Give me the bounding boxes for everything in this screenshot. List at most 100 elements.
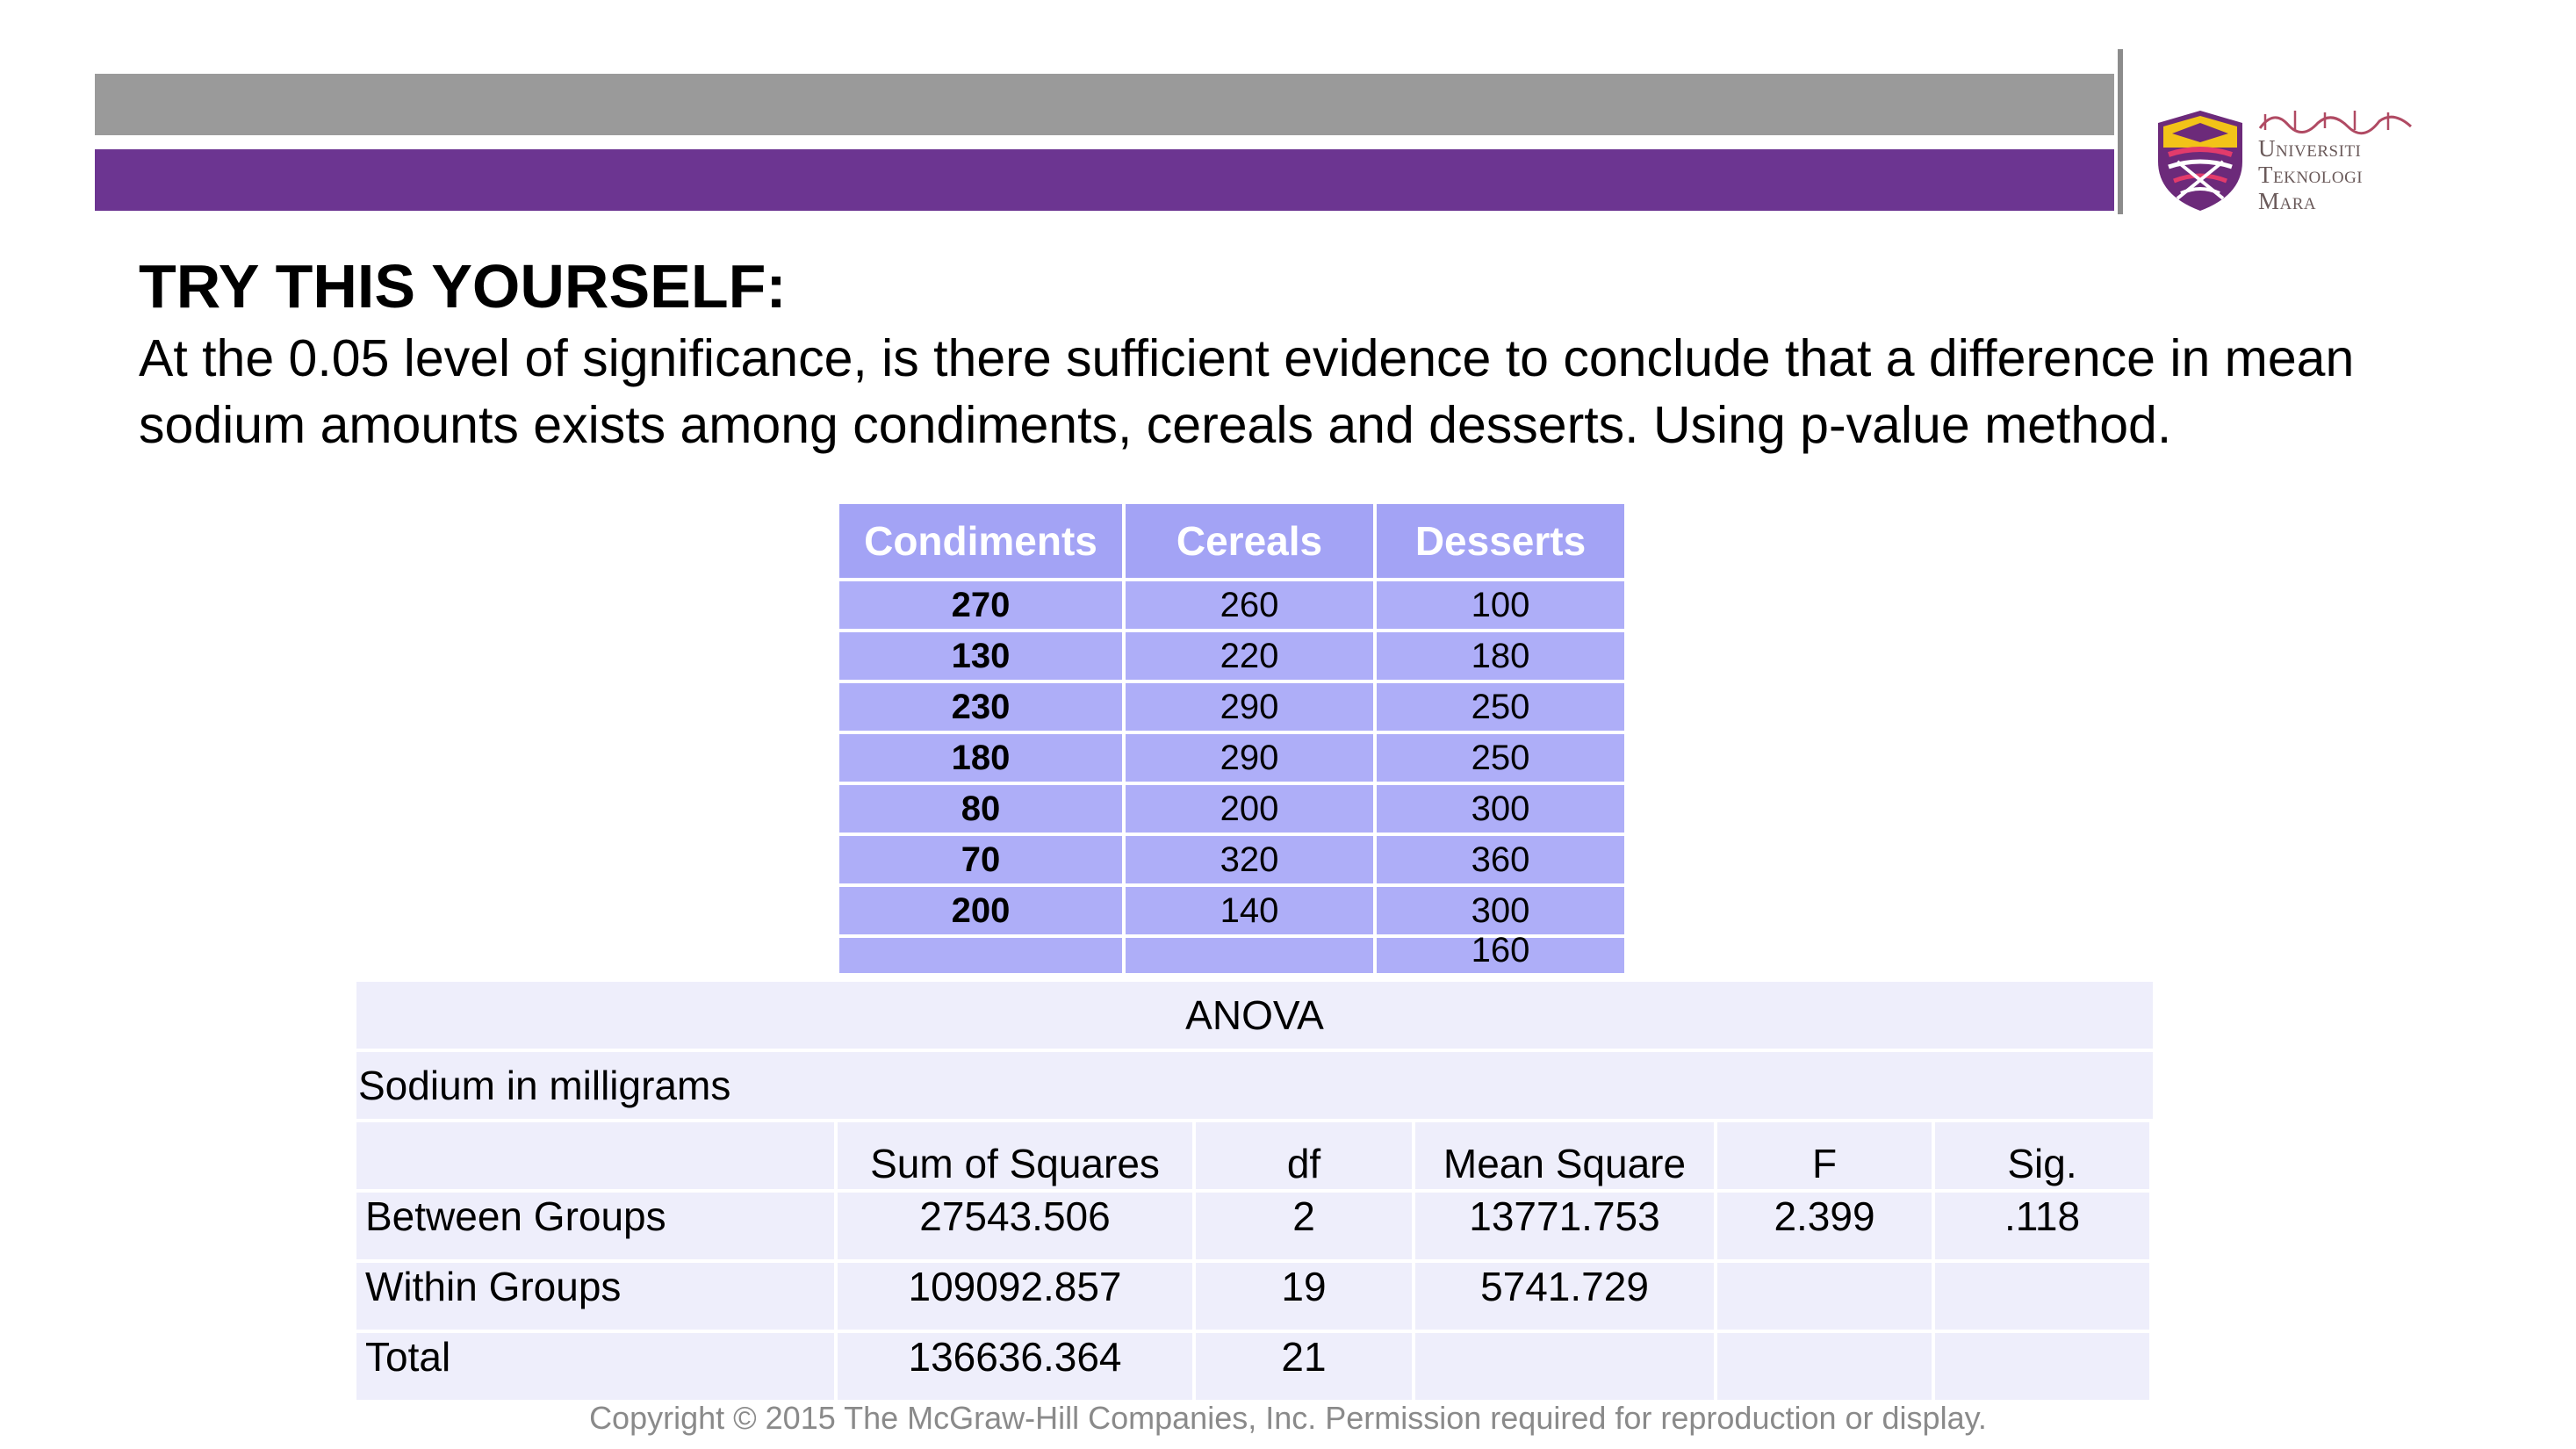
data-row: 70 320 360 bbox=[839, 836, 1624, 883]
data-cell-value: 300 bbox=[1471, 789, 1530, 828]
data-cell-value: 100 bbox=[1471, 586, 1530, 624]
header-desserts: Desserts bbox=[1377, 504, 1624, 578]
data-cell: 270 bbox=[839, 581, 1122, 629]
data-cell-value: 260 bbox=[1220, 586, 1279, 624]
header-divider bbox=[2118, 49, 2123, 214]
data-cell: 200 bbox=[1126, 785, 1373, 833]
data-cell: 220 bbox=[1126, 632, 1373, 680]
anova-cell: 21 bbox=[1196, 1333, 1412, 1400]
data-cell-value: 250 bbox=[1471, 739, 1530, 777]
anova-row: Between Groups 27543.506 2 13771.753 2.399.1… bbox=[355, 1191, 2155, 1261]
anova-cell bbox=[1717, 1263, 1932, 1330]
slide-title: TRY THIS YOURSELF: bbox=[139, 252, 787, 321]
data-row: 230 290 250 bbox=[839, 683, 1624, 731]
data-cell: 160 bbox=[1377, 933, 1624, 973]
data-cell-value: 130 bbox=[951, 637, 1011, 675]
data-cell: 80 bbox=[839, 785, 1122, 833]
anova-cell: .118 bbox=[1935, 1193, 2149, 1259]
anova-header-sig: Sig. bbox=[1935, 1122, 2149, 1189]
logo-line-2: Teknologi bbox=[2258, 162, 2364, 188]
data-row: 130 220 180 bbox=[839, 632, 1624, 680]
data-cell-value: 180 bbox=[951, 739, 1011, 777]
anova-caption: ANOVA bbox=[356, 982, 2153, 1049]
data-cell: 290 bbox=[1126, 734, 1373, 782]
data-cell: 300 bbox=[1377, 887, 1624, 934]
data-cell: 300 bbox=[1377, 785, 1624, 833]
data-cell: 130 bbox=[839, 632, 1122, 680]
data-cell-value: 320 bbox=[1220, 840, 1279, 879]
logo-line-1: Universiti bbox=[2258, 135, 2362, 162]
data-cell: 320 bbox=[1126, 836, 1373, 883]
data-cell-value: 300 bbox=[1471, 891, 1530, 930]
header-condiments: Condiments bbox=[839, 504, 1122, 578]
data-cell: 70 bbox=[839, 836, 1122, 883]
data-cell-value: 220 bbox=[1220, 637, 1279, 675]
anova-header-row: Sum of Squares df Mean Square F Sig. bbox=[355, 1121, 2155, 1191]
data-cell bbox=[839, 938, 1122, 973]
data-cell: 230 bbox=[839, 683, 1122, 731]
data-cell: 180 bbox=[1377, 632, 1624, 680]
header-purple-bar bbox=[95, 149, 2114, 211]
data-cell-value: 140 bbox=[1220, 891, 1279, 930]
data-row: 160 bbox=[839, 933, 1624, 973]
sodium-data-table: Condiments Cereals Desserts 270 260 100 130… bbox=[836, 501, 1628, 977]
anova-row-label: Within Groups bbox=[356, 1263, 834, 1330]
anova-cell: 2.399 bbox=[1717, 1193, 1932, 1259]
anova-row: Within Groups 109092.857 19 5741.729 bbox=[355, 1261, 2155, 1331]
data-cell-value: 200 bbox=[951, 891, 1011, 930]
slide-question: At the 0.05 level of significance, is th… bbox=[139, 329, 2355, 454]
uitm-seal-icon bbox=[2158, 111, 2242, 211]
anova-row-label: Between Groups bbox=[356, 1193, 834, 1259]
data-row: 270 260 100 bbox=[839, 581, 1624, 629]
copyright-footer: Copyright © 2015 The McGraw-Hill Compani… bbox=[589, 1400, 1987, 1436]
anova-cell: 2 bbox=[1196, 1193, 1412, 1259]
data-cell: 180 bbox=[839, 734, 1122, 782]
anova-row-label: Total bbox=[356, 1333, 834, 1400]
anova-cell: 13771.753 bbox=[1415, 1193, 1714, 1259]
anova-cell: 109092.857 bbox=[838, 1263, 1192, 1330]
logo-wordmark: Universiti Teknologi Mara bbox=[2258, 135, 2363, 214]
data-row: 180 290 250 bbox=[839, 734, 1624, 782]
data-cell-value: 270 bbox=[951, 586, 1011, 624]
anova-cell: 5741.729 bbox=[1415, 1263, 1714, 1330]
anova-cell bbox=[1935, 1263, 2149, 1330]
anova-header-df: df bbox=[1196, 1122, 1412, 1189]
data-cell: 140 bbox=[1126, 887, 1373, 934]
anova-cell: 19 bbox=[1196, 1263, 1412, 1330]
data-cell-value: 70 bbox=[961, 840, 1001, 879]
data-cell: 250 bbox=[1377, 683, 1624, 731]
data-cell-value: 180 bbox=[1471, 637, 1530, 675]
data-cell: 290 bbox=[1126, 683, 1373, 731]
anova-cell bbox=[1935, 1333, 2149, 1400]
data-cell-value: 290 bbox=[1220, 688, 1279, 726]
anova-table: ANOVA Sodium in milligrams Sum of Square… bbox=[355, 980, 2155, 1402]
data-cell: 100 bbox=[1377, 581, 1624, 629]
anova-header-blank bbox=[356, 1122, 834, 1189]
data-cell-value: 250 bbox=[1471, 688, 1530, 726]
data-cell-value: 200 bbox=[1220, 789, 1279, 828]
university-logo: Universiti Teknologi Mara bbox=[2155, 104, 2418, 218]
data-cell-value: 160 bbox=[1471, 931, 1530, 970]
logo-jawi-script bbox=[2258, 111, 2413, 135]
anova-subtitle: Sodium in milligrams bbox=[356, 1052, 2153, 1119]
logo-line-3: Mara bbox=[2258, 188, 2317, 214]
data-cell bbox=[1126, 938, 1373, 973]
anova-row: Total 136636.364 21 bbox=[355, 1331, 2155, 1402]
anova-cell bbox=[1415, 1333, 1714, 1400]
data-cell: 360 bbox=[1377, 836, 1624, 883]
anova-header-ms: Mean Square bbox=[1415, 1122, 1714, 1189]
data-cell-value: 360 bbox=[1471, 840, 1530, 879]
data-cell-value: 290 bbox=[1220, 739, 1279, 777]
data-cell: 200 bbox=[839, 887, 1122, 934]
data-row: 80 200 300 bbox=[839, 785, 1624, 833]
anova-header-f: F bbox=[1717, 1122, 1932, 1189]
anova-cell: 136636.364 bbox=[838, 1333, 1192, 1400]
anova-cell bbox=[1717, 1333, 1932, 1400]
anova-header-ss: Sum of Squares bbox=[838, 1122, 1192, 1189]
data-cell: 250 bbox=[1377, 734, 1624, 782]
anova-cell: 27543.506 bbox=[838, 1193, 1192, 1259]
data-cell-value: 230 bbox=[951, 688, 1011, 726]
header-cereals: Cereals bbox=[1126, 504, 1373, 578]
header-gray-bar bbox=[95, 74, 2114, 135]
data-cell-value: 80 bbox=[961, 789, 1001, 828]
